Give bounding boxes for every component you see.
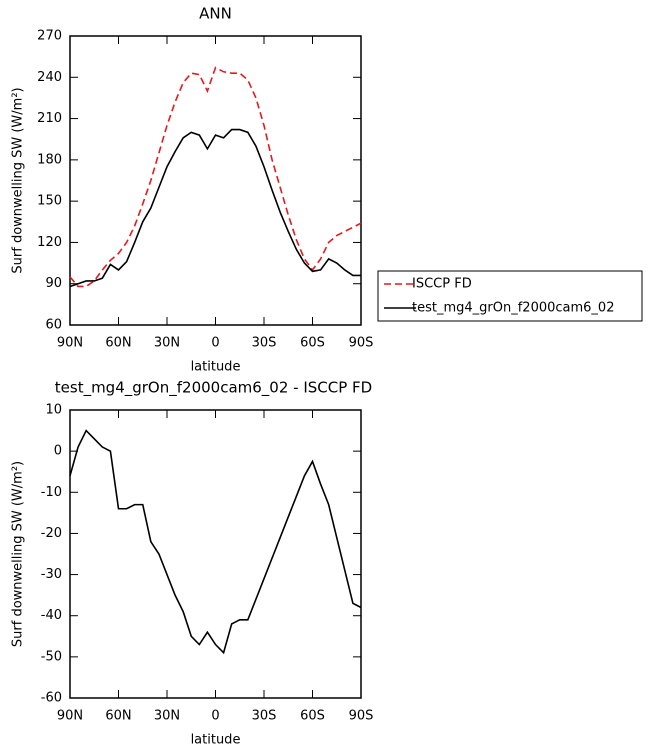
x-tick-label: 30S (252, 709, 277, 724)
x-tick-label: 90S (349, 709, 374, 724)
legend-box (377, 270, 643, 322)
legend-label: ISCCP FD (412, 277, 472, 292)
x-tick-label: 90N (57, 709, 83, 724)
series-line (69, 429, 362, 655)
y-tick-label: 210 (37, 111, 62, 126)
y-tick-label: -60 (41, 691, 62, 706)
y-axis-label: Surf downwelling SW (W/m²) (11, 461, 26, 647)
y-tick-label: 0 (54, 444, 62, 459)
y-axis-label: Surf downwelling SW (W/m²) (11, 87, 26, 273)
series-line (69, 128, 361, 288)
x-tick-label: 0 (211, 709, 219, 724)
plot-frame (69, 35, 362, 326)
y-tick-label: 180 (37, 152, 62, 167)
y-tick-label: 150 (37, 194, 62, 209)
x-tick-label: 60S (300, 336, 325, 351)
y-tick-label: -40 (41, 608, 62, 623)
y-tick-label: -50 (41, 649, 62, 664)
x-axis-label: latitude (191, 360, 241, 375)
legend: ISCCP FD test_mg4_grOn_f2000cam6_02 (377, 270, 643, 322)
x-tick-label: 0 (211, 336, 219, 351)
chart-title: ANN (199, 5, 232, 23)
x-tick-label: 30S (252, 336, 277, 351)
y-tick-label: 240 (37, 70, 62, 85)
y-tick-label: 60 (45, 318, 62, 333)
x-axis-label: latitude (191, 733, 241, 748)
y-tick-label: -30 (41, 567, 62, 582)
x-tick-label: 60N (105, 336, 131, 351)
y-tick-label: 120 (37, 235, 62, 250)
y-tick-label: -20 (41, 526, 62, 541)
x-tick-label: 30N (154, 336, 180, 351)
x-tick-label: 90N (57, 336, 83, 351)
y-tick-label: -10 (41, 485, 62, 500)
x-tick-label: 60N (105, 709, 131, 724)
y-tick-label: 10 (45, 403, 62, 418)
chart-title: test_mg4_grOn_f2000cam6_02 - ISCCP FD (55, 379, 372, 398)
legend-label: test_mg4_grOn_f2000cam6_02 (412, 301, 614, 316)
x-tick-label: 60S (300, 709, 325, 724)
y-tick-label: 270 (37, 29, 62, 44)
x-tick-label: 90S (349, 336, 374, 351)
x-tick-label: 30N (154, 709, 180, 724)
series-line (69, 66, 362, 288)
plot-frame (69, 409, 362, 699)
y-tick-label: 90 (45, 276, 62, 291)
